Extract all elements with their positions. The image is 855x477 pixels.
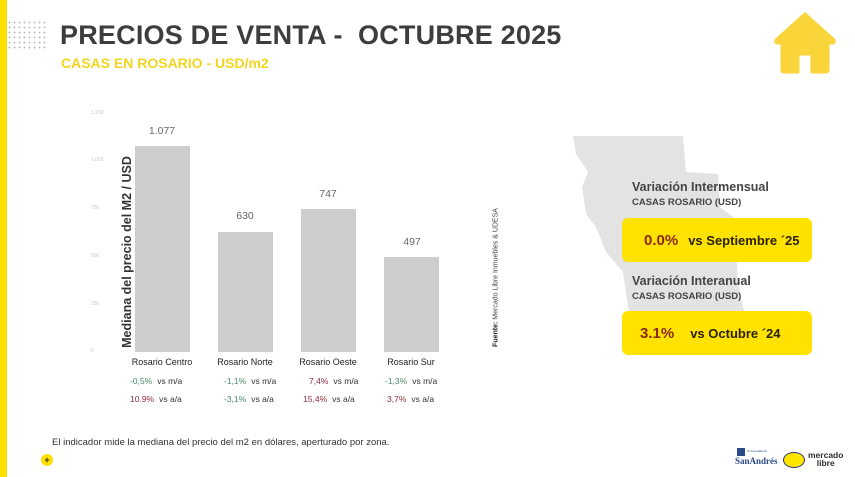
bar-chart: Mediana del precio del M2 / USD 1.250 1.… — [85, 105, 485, 415]
variation-aa-oeste: 15,4% vs a/a — [303, 394, 355, 404]
category-label: Rosario Centro — [131, 357, 193, 367]
udesa-logo: Universidad de SanAndrés — [735, 448, 778, 466]
bar-rosario-norte[interactable] — [218, 232, 273, 352]
yearly-variation-subtitle: CASAS ROSARIO (USD) — [632, 291, 742, 302]
y-tick: 1.000 — [91, 157, 104, 163]
bar-value: 630 — [236, 210, 254, 222]
y-tick: 0 — [91, 348, 94, 354]
category-label: Rosario Sur — [387, 357, 435, 367]
yearly-variation-title: Variación Interanual — [632, 274, 751, 288]
variation-aa-sur: 3,7% vs a/a — [387, 394, 435, 404]
yearly-variation-card: 3.1% vs Octubre ´24 — [622, 311, 812, 355]
bar-value: 497 — [403, 236, 421, 248]
bar-rosario-sur[interactable] — [384, 257, 439, 352]
y-axis-label: Mediana del precio del M2 / USD — [120, 156, 134, 348]
crest-icon — [737, 448, 745, 456]
y-tick: 500 — [91, 253, 100, 259]
variation-ma-centro: -0,5% vs m/a — [130, 376, 183, 386]
y-tick: 750 — [91, 205, 100, 211]
bar-value: 1.077 — [148, 125, 176, 137]
house-icon[interactable] — [772, 10, 838, 76]
source-note: Fuente: Mercado Libre Inmuebles & UDESA — [492, 208, 500, 347]
variation-ma-sur: -1,3% vs m/a — [385, 376, 438, 386]
monthly-variation-subtitle: CASAS ROSARIO (USD) — [632, 197, 742, 208]
yearly-variation-compare: vs Octubre ´24 — [690, 325, 781, 341]
variation-ma-norte: -1,1% vs m/a — [224, 376, 277, 386]
variation-ma-oeste: 7,4% vs m/a — [309, 376, 359, 386]
page-subtitle: CASAS EN ROSARIO - USD/m2 — [61, 55, 269, 71]
monthly-variation-title: Variación Intermensual — [632, 180, 769, 194]
monthly-variation-card: 0.0% vs Septiembre ´25 — [622, 218, 812, 262]
bar-value: 747 — [319, 188, 337, 200]
variation-aa-norte: -3,1% vs a/a — [224, 394, 274, 404]
bar-rosario-oeste[interactable] — [301, 209, 356, 352]
y-tick: 1.250 — [91, 110, 104, 116]
monthly-variation-compare: vs Septiembre ´25 — [688, 232, 800, 248]
yearly-variation-value: 3.1% — [640, 324, 675, 342]
mercado-libre-logo: mercado libre — [783, 449, 848, 471]
variation-aa-centro: 10.9% vs a/a — [130, 394, 182, 404]
accent-stripe — [0, 0, 7, 477]
footnote: El indicador mide la mediana del precio … — [52, 437, 390, 448]
category-label: Rosario Oeste — [299, 357, 357, 367]
bar-rosario-centro[interactable] — [135, 146, 190, 352]
handshake-icon — [783, 452, 805, 468]
dot-pattern — [7, 20, 47, 50]
plus-button[interactable]: + — [41, 454, 53, 466]
page-title: PRECIOS DE VENTA - OCTUBRE 2025 — [60, 20, 562, 50]
y-tick: 250 — [91, 301, 100, 307]
category-label: Rosario Norte — [217, 357, 273, 367]
monthly-variation-value: 0.0% — [644, 231, 679, 249]
